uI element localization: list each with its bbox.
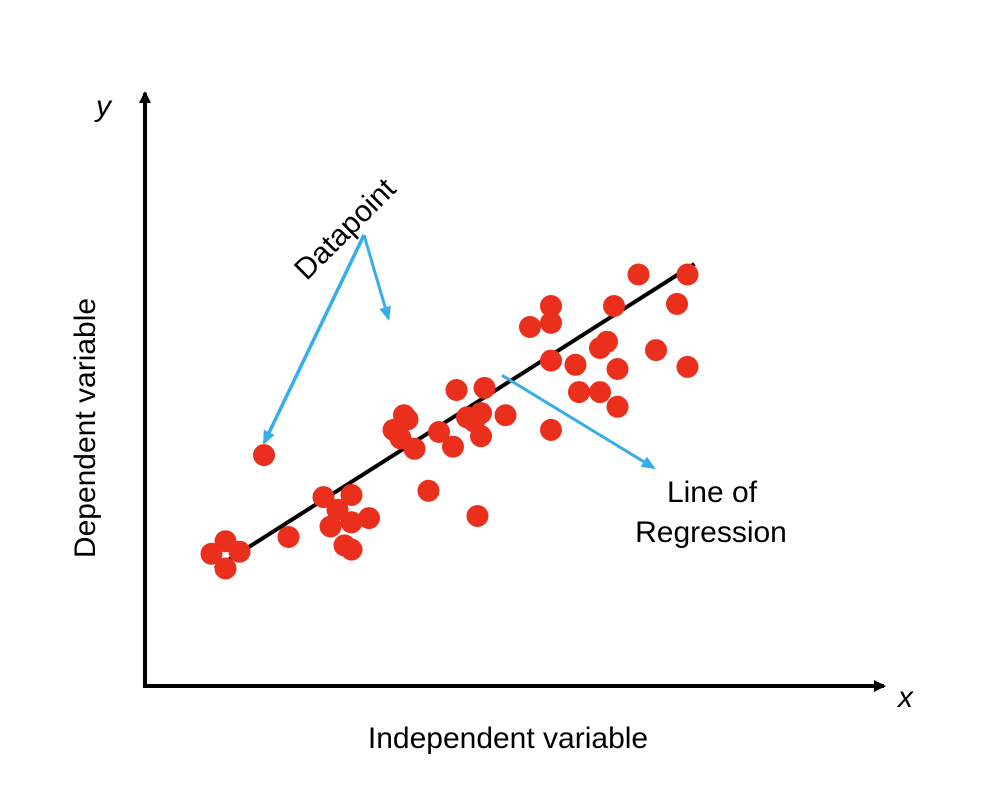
datapoint-12	[340, 511, 363, 534]
datapoint-18	[396, 408, 419, 431]
datapoint-45	[645, 339, 667, 362]
datapoint-arrow-left	[262, 234, 366, 445]
datapoint-34	[540, 418, 562, 441]
datapoint-3	[228, 540, 251, 563]
datapoint-20	[417, 479, 440, 502]
datapoint-9	[326, 498, 349, 521]
datapoint-callout: Datapoint	[262, 172, 403, 445]
datapoint-label: Datapoint	[288, 172, 403, 287]
datapoint-44	[627, 263, 650, 286]
regression-callout: Line of Regression	[501, 374, 787, 549]
datapoint-27	[473, 376, 496, 399]
regression-arrow	[501, 374, 656, 470]
datapoint-6	[277, 526, 300, 548]
datapoint-36	[564, 353, 587, 376]
regression-label-line-2: Regression	[635, 516, 787, 549]
datapoint-42	[606, 358, 629, 380]
datapoint-1	[200, 542, 223, 565]
datapoint-39	[589, 381, 611, 404]
regression-label-line-1: Line of	[667, 476, 758, 509]
datapoint-35	[540, 295, 562, 317]
datapoint-41	[603, 295, 625, 317]
datapoint-48	[676, 355, 699, 378]
datapoint-5	[253, 444, 275, 467]
datapoint-32	[540, 349, 562, 372]
datapoint-21	[428, 421, 450, 443]
datapoint-33	[540, 311, 562, 334]
datapoint-7	[312, 486, 335, 509]
datapoint-22	[442, 435, 464, 458]
datapoint-30	[494, 404, 517, 427]
datapoint-31	[519, 316, 541, 338]
datapoint-43	[606, 395, 629, 418]
datapoints	[200, 263, 699, 580]
y-axis-label: Dependent variable	[69, 298, 102, 558]
axes: y x Independent variable Dependent varia…	[69, 90, 914, 755]
datapoint-19	[403, 437, 426, 460]
datapoint-13	[340, 538, 363, 561]
y-axis-letter: y	[94, 90, 113, 123]
datapoint-26	[466, 505, 489, 527]
datapoint-47	[676, 263, 699, 286]
datapoint-37	[568, 381, 590, 404]
datapoint-28	[470, 402, 492, 425]
datapoint-4	[214, 557, 237, 580]
datapoint-11	[340, 484, 363, 506]
datapoint-46	[666, 292, 688, 315]
datapoint-arrow-right	[362, 234, 391, 321]
datapoint-23	[445, 379, 468, 401]
datapoint-29	[470, 425, 492, 448]
datapoint-14	[358, 507, 380, 530]
datapoint-8	[319, 515, 342, 538]
datapoint-40	[596, 330, 618, 353]
x-axis-letter: x	[896, 681, 914, 714]
x-axis-label: Independent variable	[368, 722, 648, 755]
